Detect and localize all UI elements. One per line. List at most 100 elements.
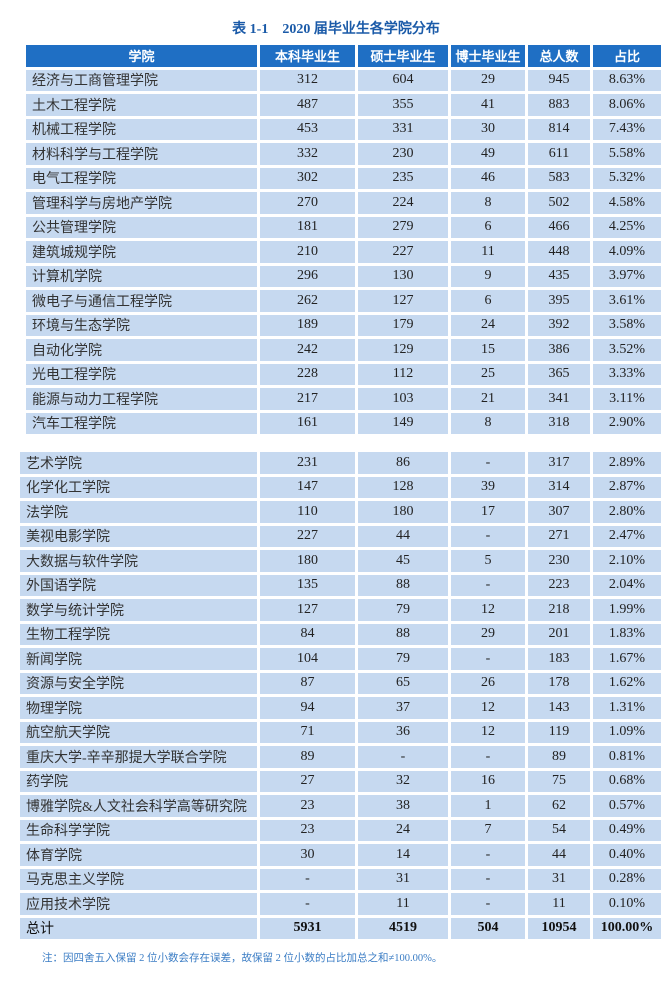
cell-college: 微电子与通信工程学院 — [26, 290, 257, 312]
cell-doctor: 30 — [451, 118, 525, 140]
cell-undergraduate: 270 — [260, 192, 355, 214]
cell-undergraduate: 71 — [260, 721, 355, 743]
table-row: 生命科学学院 23 24 7 54 0.49% — [20, 819, 661, 841]
cell-ratio: 1.99% — [593, 599, 661, 621]
cell-master: 31 — [358, 868, 448, 890]
cell-undergraduate: 127 — [260, 599, 355, 621]
table-row: 材料科学与工程学院 332 230 49 611 5.58% — [26, 143, 661, 165]
cell-master: 11 — [358, 893, 448, 915]
cell-master: 331 — [358, 118, 448, 140]
cell-college: 艺术学院 — [20, 452, 257, 474]
cell-master: 44 — [358, 525, 448, 547]
cell-ratio: 5.32% — [593, 167, 661, 189]
cell-ratio: 2.89% — [593, 452, 661, 474]
cell-doctor: 21 — [451, 388, 525, 410]
cell-undergraduate: - — [260, 893, 355, 915]
cell-master: 65 — [358, 672, 448, 694]
cell-doctor: 41 — [451, 94, 525, 116]
total-total: 10954 — [528, 917, 590, 939]
header-total: 总人数 — [528, 45, 590, 67]
cell-master: - — [358, 746, 448, 768]
cell-ratio: 2.87% — [593, 476, 661, 498]
total-ratio: 100.00% — [593, 917, 661, 939]
cell-doctor: 25 — [451, 363, 525, 385]
cell-total: 44 — [528, 844, 590, 866]
table-row: 数学与统计学院 127 79 12 218 1.99% — [20, 599, 661, 621]
table-row: 土木工程学院 487 355 41 883 8.06% — [26, 94, 661, 116]
cell-total: 271 — [528, 525, 590, 547]
cell-total: 183 — [528, 648, 590, 670]
cell-master: 14 — [358, 844, 448, 866]
table-row: 马克思主义学院 -31-31 0.28% — [20, 868, 661, 890]
cell-ratio: 2.80% — [593, 501, 661, 523]
cell-college: 土木工程学院 — [26, 94, 257, 116]
cell-master: 38 — [358, 795, 448, 817]
table-row: 体育学院 30 14-44 0.40% — [20, 844, 661, 866]
cell-college: 物理学院 — [20, 697, 257, 719]
table-row: 博雅学院&人文社会科学高等研究院 23 38 1 62 0.57% — [20, 795, 661, 817]
table-row: 化学化工学院 147 128 39 314 2.87% — [20, 476, 661, 498]
cell-undergraduate: 135 — [260, 574, 355, 596]
cell-total: 386 — [528, 339, 590, 361]
cell-total: 317 — [528, 452, 590, 474]
cell-master: 179 — [358, 314, 448, 336]
cell-doctor: - — [451, 452, 525, 474]
cell-master: 130 — [358, 265, 448, 287]
college-table-part-2: 艺术学院 231 86-317 2.89% 化学化工学院 147 128 39 314 2.87%… — [17, 449, 664, 942]
cell-undergraduate: 302 — [260, 167, 355, 189]
cell-total: 11 — [528, 893, 590, 915]
cell-college: 博雅学院&人文社会科学高等研究院 — [20, 795, 257, 817]
cell-undergraduate: 487 — [260, 94, 355, 116]
cell-master: 103 — [358, 388, 448, 410]
table-row: 经济与工商管理学院 312 604 29 945 8.63% — [26, 69, 661, 91]
cell-ratio: 0.10% — [593, 893, 661, 915]
cell-master: 224 — [358, 192, 448, 214]
table-row: 应用技术学院 -11-11 0.10% — [20, 893, 661, 915]
cell-doctor: 29 — [451, 69, 525, 91]
cell-doctor: 46 — [451, 167, 525, 189]
cell-college: 经济与工商管理学院 — [26, 69, 257, 91]
cell-master: 129 — [358, 339, 448, 361]
total-row: 总计 5931 4519 504 10954 100.00% — [20, 917, 661, 939]
cell-doctor: 11 — [451, 241, 525, 263]
cell-master: 127 — [358, 290, 448, 312]
table-row: 资源与安全学院 87 65 26 178 1.62% — [20, 672, 661, 694]
cell-total: 75 — [528, 770, 590, 792]
cell-master: 279 — [358, 216, 448, 238]
college-table-part-1: 学院 本科毕业生 硕士毕业生 博士毕业生 总人数 占比 经济与工商管理学院 312 604 29… — [23, 42, 664, 437]
cell-doctor: - — [451, 868, 525, 890]
table-row: 生物工程学院 84 88 29 201 1.83% — [20, 623, 661, 645]
table-row: 微电子与通信工程学院 262 127 6 395 3.61% — [26, 290, 661, 312]
cell-ratio: 4.58% — [593, 192, 661, 214]
cell-doctor: - — [451, 648, 525, 670]
table-title: 表 1-1 2020 届毕业生各学院分布 — [232, 22, 440, 37]
cell-undergraduate: 228 — [260, 363, 355, 385]
cell-master: 88 — [358, 623, 448, 645]
cell-ratio: 3.58% — [593, 314, 661, 336]
cell-ratio: 1.67% — [593, 648, 661, 670]
cell-total: 435 — [528, 265, 590, 287]
cell-ratio: 0.81% — [593, 746, 661, 768]
header-doctor: 博士毕业生 — [451, 45, 525, 67]
cell-total: 307 — [528, 501, 590, 523]
cell-total: 223 — [528, 574, 590, 596]
cell-total: 814 — [528, 118, 590, 140]
table-row: 艺术学院 231 86-317 2.89% — [20, 452, 661, 474]
cell-ratio: 2.47% — [593, 525, 661, 547]
cell-doctor: 8 — [451, 412, 525, 434]
cell-total: 392 — [528, 314, 590, 336]
cell-doctor: - — [451, 893, 525, 915]
cell-college: 生物工程学院 — [20, 623, 257, 645]
cell-total: 611 — [528, 143, 590, 165]
cell-master: 227 — [358, 241, 448, 263]
cell-ratio: 3.61% — [593, 290, 661, 312]
cell-college: 重庆大学-辛辛那提大学联合学院 — [20, 746, 257, 768]
cell-college: 计算机学院 — [26, 265, 257, 287]
table-row: 重庆大学-辛辛那提大学联合学院 89- -89 0.81% — [20, 746, 661, 768]
cell-ratio: 0.68% — [593, 770, 661, 792]
header-college: 学院 — [26, 45, 257, 67]
cell-doctor: 29 — [451, 623, 525, 645]
cell-college: 自动化学院 — [26, 339, 257, 361]
cell-ratio: 3.52% — [593, 339, 661, 361]
cell-master: 230 — [358, 143, 448, 165]
